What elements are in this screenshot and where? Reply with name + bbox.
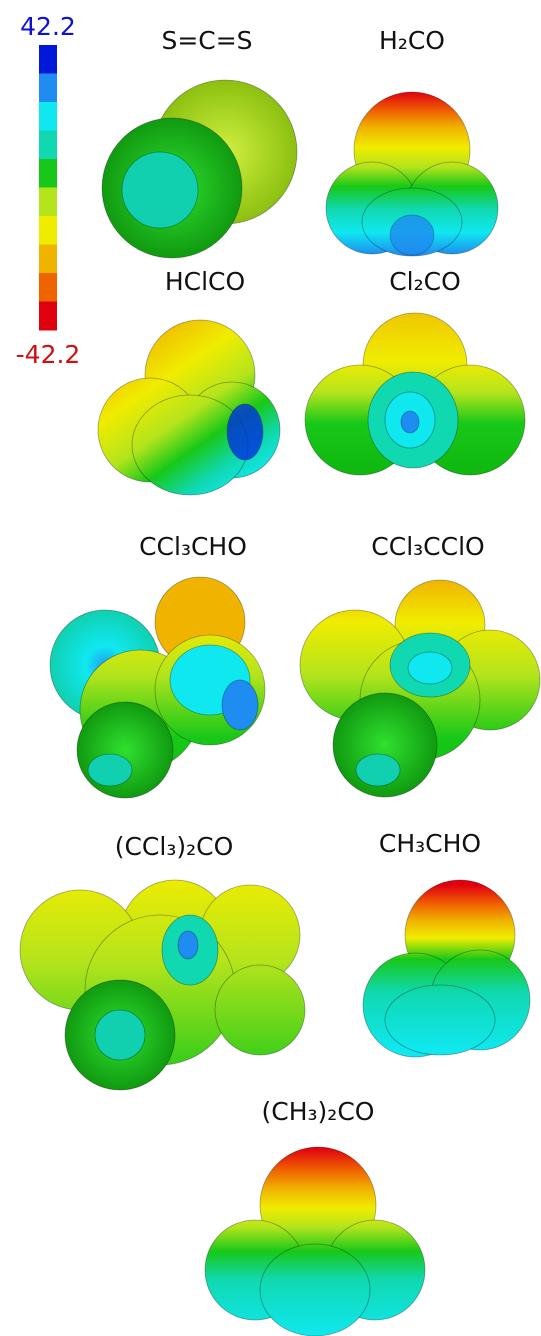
molecule-cl2co <box>305 313 525 475</box>
figure: 42.2 -42.2 <box>0 0 541 1336</box>
colorbar-segment <box>39 188 57 217</box>
molecule-label: HClCO <box>165 267 245 296</box>
molecule-h2co <box>326 92 498 256</box>
colorbar-segment <box>39 159 57 188</box>
colorbar-segment <box>39 74 57 103</box>
molecule-ch3-2co <box>205 1147 425 1336</box>
molecule-cs2 <box>102 80 297 258</box>
molecule-label: CCl₃CHO <box>139 532 247 561</box>
colorbar-segment <box>39 102 57 131</box>
colorbar-segment <box>39 273 57 302</box>
molecule-ch3cho <box>363 880 530 1057</box>
colorbar-segment <box>39 245 57 274</box>
colorbar-max: 42.2 <box>20 12 76 41</box>
colorbar-segment <box>39 302 57 331</box>
colorbar: 42.2 -42.2 <box>16 12 81 369</box>
colorbar-segment <box>39 131 57 160</box>
molecule-label: (CH₃)₂CO <box>262 1097 375 1126</box>
colorbar-segment <box>39 216 57 245</box>
colorbar-segment <box>39 45 57 74</box>
molecule-ccl3cclo <box>300 580 540 797</box>
molecule-label: S=C=S <box>161 26 252 55</box>
molecule-label: (CCl₃)₂CO <box>115 832 234 861</box>
molecule-label: CCl₃CClO <box>371 532 484 561</box>
molecule-ccl3-2co <box>20 880 305 1090</box>
molecule-label: Cl₂CO <box>389 267 461 296</box>
colorbar-min: -42.2 <box>16 340 81 369</box>
molecule-label: H₂CO <box>379 26 445 55</box>
molecule-label: CH₃CHO <box>379 829 481 858</box>
